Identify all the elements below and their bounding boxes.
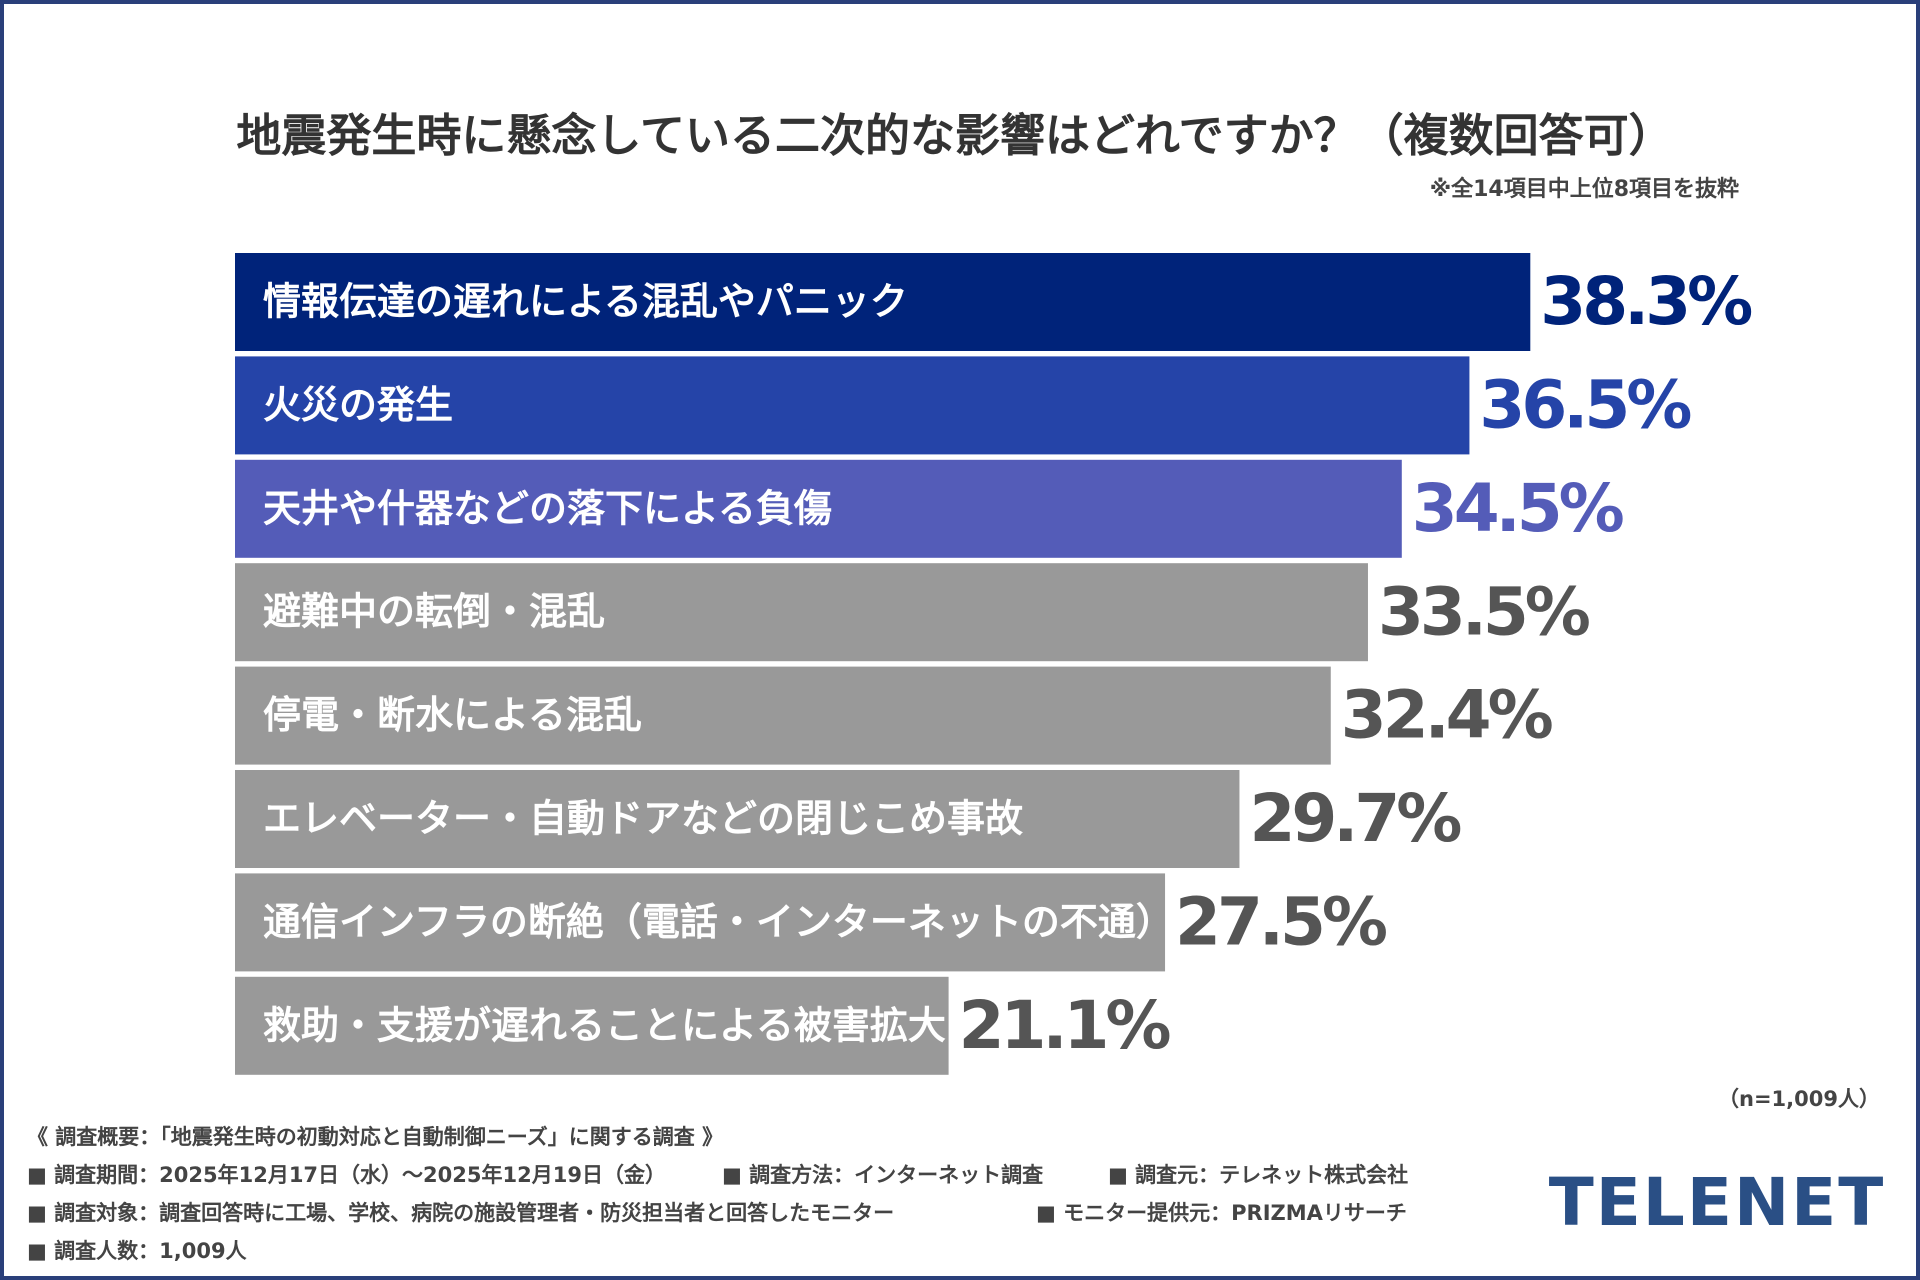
value-label: 34.5% <box>1412 470 1624 547</box>
value-label: 36.5% <box>1479 366 1691 443</box>
footer-item: ■ 調査対象：調査回答時に工場、学校、病院の施設管理者・防災担当者と回答したモニ… <box>27 1201 894 1225</box>
bar <box>235 666 1331 765</box>
value-label: 27.5% <box>1175 883 1387 960</box>
sample-note: （n=1,009人） <box>1718 1087 1880 1111</box>
bar-label: 火災の発生 <box>263 383 453 427</box>
bar <box>235 253 1531 351</box>
bar-label: 救助・支援が遅れることによる被害拡大 <box>263 1003 946 1047</box>
footer-heading: 《 調査概要：「地震発生時の初動対応と自動制御ニーズ」に関する調査 》 <box>27 1125 723 1149</box>
footer-item: ■ モニター提供元：PRIZMAリサーチ <box>1036 1201 1407 1225</box>
logo: TELENET <box>1549 1164 1886 1241</box>
bar-label: 停電・断水による混乱 <box>263 693 642 737</box>
footer-item: ■ 調査人数：1,009人 <box>27 1239 247 1263</box>
bar <box>235 459 1402 558</box>
bar-label: 天井や什器などの落下による負傷 <box>263 486 832 530</box>
bar-label: 情報伝達の遅れによる混乱やパニック <box>263 280 908 324</box>
note: ※全14項目中上位8項目を抜粋 <box>1430 176 1739 202</box>
footer-item: ■ 調査方法：インターネット調査 <box>722 1163 1043 1187</box>
bar <box>235 770 1240 868</box>
bar-label: エレベーター・自動ドアなどの閉じこめ事故 <box>263 797 1023 841</box>
bar-label: 通信インフラの断絶（電話・インターネットの不通） <box>263 900 1174 944</box>
bar-label: 避難中の転倒・混乱 <box>263 590 605 634</box>
value-label: 21.1% <box>959 987 1171 1064</box>
bar <box>235 356 1470 455</box>
bar <box>235 873 1166 972</box>
value-label: 33.5% <box>1378 573 1590 650</box>
footer-item: ■ 調査期間：2025年12月17日（水）～2025年12月19日（金） <box>27 1163 666 1187</box>
value-label: 32.4% <box>1341 677 1553 754</box>
value-label: 38.3% <box>1540 263 1752 340</box>
value-label: 29.7% <box>1249 780 1461 857</box>
bar <box>235 976 949 1075</box>
chart-title: 地震発生時に懸念している二次的な影響はどれですか？（複数回答可） <box>236 109 1673 162</box>
bar <box>235 563 1368 662</box>
footer-item: ■ 調査元：テレネット株式会社 <box>1108 1163 1408 1187</box>
